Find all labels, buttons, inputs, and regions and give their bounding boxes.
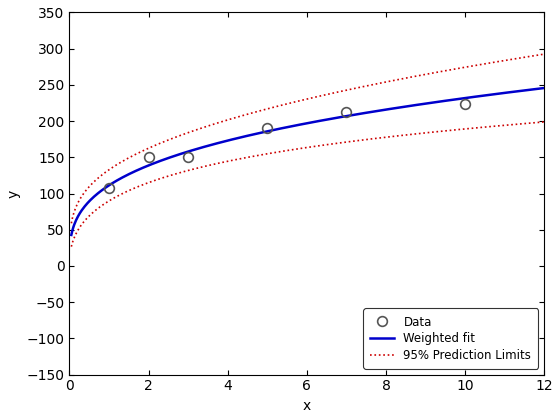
Data — [462, 101, 469, 106]
Legend: Data, Weighted fit, 95% Prediction Limits: Data, Weighted fit, 95% Prediction Limit… — [363, 308, 538, 369]
95% Prediction Limits — [456, 66, 463, 71]
Weighted fit — [324, 117, 330, 122]
Weighted fit — [541, 86, 548, 91]
X-axis label: x: x — [302, 399, 311, 413]
95% Prediction Limits — [530, 53, 536, 58]
Line: Data: Data — [104, 99, 470, 193]
Weighted fit — [296, 122, 302, 127]
95% Prediction Limits — [324, 92, 330, 97]
Weighted fit — [530, 87, 536, 92]
Data — [145, 155, 152, 160]
Y-axis label: y: y — [7, 189, 21, 198]
95% Prediction Limits — [296, 98, 302, 103]
Data — [185, 155, 192, 160]
95% Prediction Limits — [68, 221, 74, 226]
Data — [343, 109, 350, 114]
Data — [264, 125, 270, 130]
Line: Weighted fit: Weighted fit — [71, 88, 544, 235]
Weighted fit — [349, 113, 356, 118]
Weighted fit — [292, 123, 299, 128]
Data — [106, 185, 113, 190]
Weighted fit — [456, 96, 463, 101]
95% Prediction Limits — [349, 86, 356, 91]
Weighted fit — [68, 232, 74, 237]
95% Prediction Limits — [541, 52, 548, 57]
95% Prediction Limits — [292, 99, 299, 104]
Line: 95% Prediction Limits: 95% Prediction Limits — [71, 54, 544, 223]
